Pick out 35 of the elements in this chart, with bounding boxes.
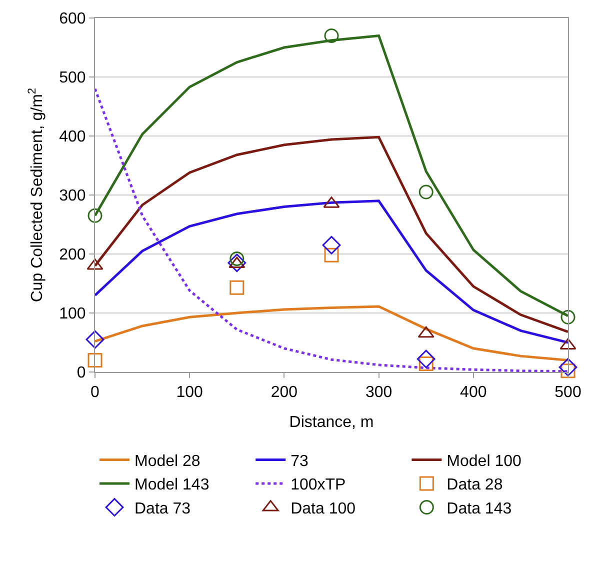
y-tick-label: 0 [76, 364, 86, 382]
x-tick-label: 0 [90, 384, 100, 402]
legend-label: Data 100 [290, 500, 356, 518]
y-tick-label: 100 [59, 306, 86, 323]
point [558, 358, 578, 376]
point [228, 254, 246, 272]
y-tick-label: 300 [59, 188, 86, 205]
point [418, 326, 434, 338]
legend-label: Data 143 [446, 500, 512, 518]
legend-label: Model 28 [134, 452, 200, 470]
x-tick-label: 100 [176, 384, 204, 402]
point [560, 310, 576, 324]
point [230, 280, 244, 295]
legend-label: 100xTP [290, 476, 346, 494]
point [324, 248, 339, 262]
legend-label: Model 100 [446, 452, 522, 470]
x-tick-label: 500 [554, 384, 582, 402]
point [322, 236, 341, 254]
x-axis-title: Distance, m [289, 414, 374, 431]
point [418, 184, 434, 200]
point [88, 352, 102, 368]
point [228, 256, 246, 268]
y-tick-label: 600 [59, 10, 86, 28]
legend-label: 73 [290, 452, 308, 470]
point [88, 208, 102, 223]
y-tick-label: 400 [59, 128, 86, 146]
x-tick-label: 200 [270, 384, 298, 402]
y-tick-label: 500 [59, 70, 86, 87]
legend-label: Data 73 [134, 500, 191, 518]
point [86, 330, 104, 349]
x-tick-label: 400 [460, 384, 487, 402]
point [416, 350, 436, 368]
y-tick-label: 200 [59, 246, 86, 264]
point [324, 28, 339, 43]
x-tick-label: 300 [365, 384, 392, 402]
